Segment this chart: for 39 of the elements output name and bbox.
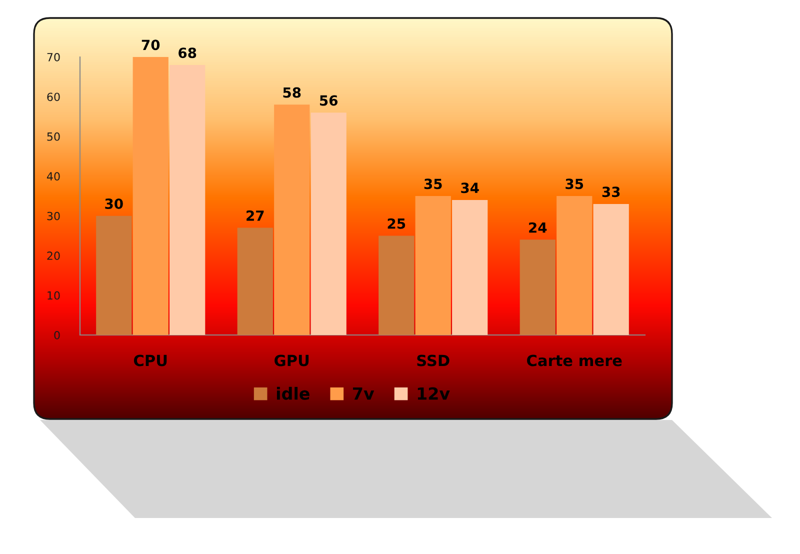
y-tick-label: 50 — [47, 132, 60, 141]
x-tick-label: SSD — [417, 354, 450, 366]
bar — [593, 204, 629, 335]
y-tick-label: 10 — [48, 291, 60, 300]
bar — [378, 236, 414, 335]
bar — [556, 196, 592, 335]
data-label: 30 — [105, 198, 123, 209]
bar — [274, 104, 310, 335]
data-label: 58 — [283, 87, 301, 98]
bar — [237, 228, 273, 335]
data-label: 35 — [424, 178, 442, 190]
bar — [415, 196, 451, 335]
data-label: 68 — [178, 48, 196, 58]
bar — [170, 64, 206, 335]
legend-label: 7v — [353, 387, 374, 400]
y-tick-label: 60 — [47, 92, 60, 102]
data-label: 25 — [388, 218, 406, 229]
data-label: 34 — [461, 182, 479, 194]
x-tick-label: Carte mere — [527, 354, 622, 366]
bar — [96, 216, 132, 335]
y-tick-label: 30 — [47, 212, 60, 220]
x-tick-label: GPU — [274, 354, 309, 366]
y-tick-label: 20 — [47, 252, 60, 260]
data-label: 24 — [529, 222, 547, 233]
bar — [310, 112, 346, 335]
legend-label: 12v — [418, 387, 450, 400]
data-label: 27 — [246, 210, 264, 221]
data-label: 56 — [320, 95, 338, 106]
bar — [520, 240, 556, 335]
data-label: 33 — [602, 186, 620, 198]
y-tick-label: 0 — [54, 330, 60, 340]
y-tick-label: 70 — [47, 52, 60, 62]
legend-label: idle — [276, 386, 310, 400]
data-label: 35 — [566, 178, 584, 190]
data-label: 70 — [142, 40, 160, 50]
bar — [452, 200, 488, 335]
bar — [132, 57, 168, 335]
y-tick-label: 40 — [46, 172, 60, 181]
x-tick-label: CPU — [134, 354, 167, 366]
